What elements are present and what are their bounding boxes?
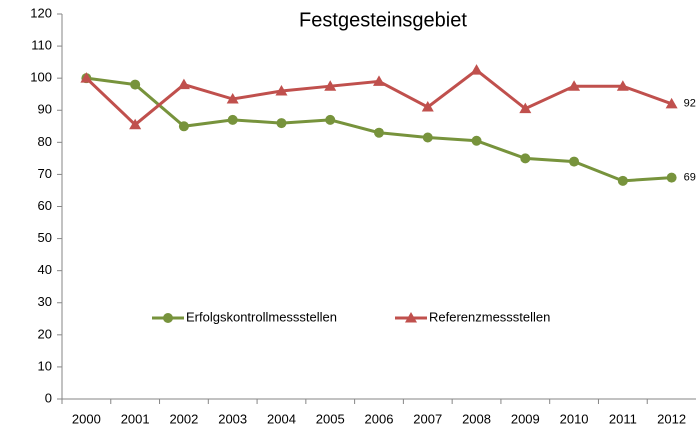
marker [519, 102, 532, 114]
x-tick-label: 2004 [267, 411, 296, 426]
y-tick-label: 90 [38, 102, 52, 117]
marker [324, 80, 337, 91]
y-tick-label: 70 [38, 166, 52, 181]
x-tick-label: 2001 [121, 411, 150, 426]
marker [178, 121, 189, 132]
y-tick-label: 40 [38, 262, 52, 277]
y-tick-label: 120 [30, 5, 52, 20]
data-label: 92 [684, 98, 696, 110]
y-tick-label: 110 [31, 38, 52, 53]
marker [325, 114, 336, 125]
x-tick-label: 2006 [365, 411, 394, 426]
y-tick-label: 20 [38, 326, 52, 341]
marker [227, 114, 238, 125]
y-tick-label: 0 [45, 390, 52, 405]
marker [665, 97, 678, 109]
y-tick-label: 50 [38, 230, 52, 245]
x-tick-label: 2002 [169, 411, 198, 426]
marker [470, 64, 483, 75]
legend-label: Referenzmessstellen [429, 309, 550, 324]
legend-label: Erfolgskontrollmessstellen [186, 309, 337, 324]
marker [374, 127, 384, 138]
marker [520, 153, 531, 164]
marker [666, 172, 677, 183]
marker [130, 79, 141, 90]
chart-title: Festgesteinsgebiet [299, 9, 467, 31]
marker [177, 78, 190, 90]
x-tick-label: 2011 [609, 411, 637, 426]
y-tick-label: 60 [38, 198, 52, 213]
marker [422, 132, 433, 143]
data-label: 69 [684, 172, 696, 184]
x-tick-label: 2007 [413, 411, 442, 426]
y-tick-label: 30 [38, 294, 52, 309]
x-tick-label: 2009 [511, 411, 540, 426]
marker [471, 135, 482, 146]
x-tick-label: 2000 [72, 411, 101, 426]
x-tick-label: 2005 [316, 411, 345, 426]
x-tick-label: 2008 [462, 411, 491, 426]
marker [405, 312, 417, 323]
marker [129, 118, 142, 130]
marker [568, 80, 581, 91]
y-tick-label: 100 [30, 70, 52, 85]
y-tick-label: 80 [38, 134, 52, 149]
marker [275, 85, 288, 96]
marker [276, 118, 287, 129]
marker [226, 93, 239, 104]
marker [617, 175, 628, 186]
marker [373, 75, 385, 86]
marker [163, 313, 173, 323]
x-tick-label: 2012 [657, 411, 686, 426]
x-tick-label: 2010 [560, 411, 589, 426]
marker [569, 156, 580, 167]
y-tick-label: 10 [38, 358, 52, 373]
marker [616, 80, 629, 91]
marker [421, 101, 434, 112]
marker [80, 72, 93, 83]
x-tick-label: 2003 [218, 411, 247, 426]
